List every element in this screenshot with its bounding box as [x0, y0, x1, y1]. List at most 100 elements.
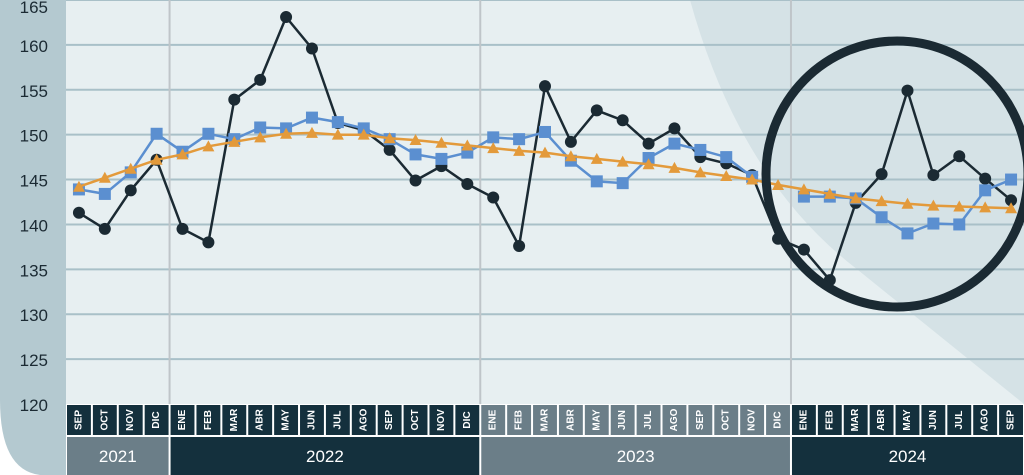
data-point-square: [979, 184, 992, 197]
month-cell: [921, 405, 946, 435]
month-cell: [869, 405, 894, 435]
data-point-square: [901, 227, 914, 240]
data-point-triangle: [953, 200, 966, 212]
data-point-triangle: [616, 155, 629, 167]
data-point-circle: [228, 93, 241, 106]
month-cell: [533, 405, 557, 435]
data-point-square: [357, 122, 370, 135]
x-tick-label: ENE: [177, 409, 188, 430]
month-cell: [67, 405, 91, 435]
year-cell: [170, 437, 480, 475]
data-point-square: [305, 111, 318, 124]
month-cell: [714, 405, 739, 435]
data-point-circle: [590, 104, 603, 117]
month-cell: [429, 405, 454, 435]
data-point-triangle: [280, 127, 293, 139]
x-tick-label: MAR: [850, 408, 861, 432]
x-tick-label: OCT: [410, 409, 421, 430]
x-tick-label: FEB: [824, 410, 835, 430]
data-point-circle: [927, 169, 940, 182]
month-cell: [584, 405, 609, 435]
month-cell: [817, 405, 842, 435]
x-tick-label: DIC: [151, 411, 162, 428]
month-cell: [377, 405, 402, 435]
left-panel: [0, 0, 66, 475]
data-point-square: [513, 133, 526, 146]
x-tick-label: SEP: [1006, 410, 1017, 430]
data-point-triangle: [487, 142, 500, 154]
x-tick-label: AGO: [669, 408, 680, 431]
data-point-triangle: [564, 150, 577, 162]
year-label: 2023: [617, 447, 655, 466]
x-tick-label: DIC: [773, 411, 784, 428]
month-cell: [300, 405, 324, 435]
month-cell: [610, 405, 635, 435]
x-tick-label: AGO: [980, 408, 991, 431]
data-point-triangle: [72, 180, 85, 192]
x-tick-label: MAY: [281, 409, 292, 431]
data-point-triangle: [513, 144, 526, 156]
month-cell: [999, 405, 1023, 435]
data-point-square: [694, 143, 707, 156]
data-point-triangle: [331, 128, 344, 140]
y-tick-label: 160: [20, 37, 48, 56]
data-point-triangle: [823, 187, 836, 199]
data-point-square: [254, 121, 267, 134]
data-point-circle: [901, 84, 914, 97]
x-tick-label: ABR: [876, 408, 887, 430]
x-tick-label: DIC: [462, 411, 473, 428]
data-point-circle: [1005, 194, 1018, 207]
data-point-square: [409, 148, 422, 161]
data-point-square: [435, 152, 448, 165]
data-point-circle: [487, 191, 500, 204]
x-tick-label: NOV: [436, 409, 447, 431]
data-point-circle: [642, 137, 655, 150]
data-point-circle: [513, 239, 526, 252]
data-point-square: [927, 217, 940, 230]
month-cell: [481, 405, 506, 435]
month-cell: [144, 405, 169, 435]
month-cell: [325, 405, 350, 435]
data-point-triangle: [642, 158, 655, 170]
data-point-triangle: [746, 173, 759, 185]
data-point-triangle: [202, 140, 215, 152]
data-point-triangle: [1005, 202, 1018, 214]
month-cell: [766, 405, 790, 435]
data-point-triangle: [305, 126, 318, 138]
data-point-circle: [953, 150, 966, 163]
x-tick-label: MAY: [902, 409, 913, 431]
year-label: 2021: [99, 447, 137, 466]
x-tick-label: MAR: [229, 408, 240, 432]
data-point-triangle: [901, 197, 914, 209]
data-point-triangle: [720, 169, 733, 181]
x-tick-label: JUN: [617, 410, 628, 430]
x-tick-label: ENE: [488, 409, 499, 430]
month-cell: [662, 405, 687, 435]
month-cell: [636, 405, 661, 435]
month-cell: [740, 405, 765, 435]
data-point-triangle: [357, 128, 370, 140]
x-tick-label: FEB: [203, 410, 214, 430]
x-tick-label: JUL: [954, 411, 965, 430]
data-point-triangle: [797, 183, 810, 195]
x-tick-label: MAY: [591, 409, 602, 431]
data-point-circle: [875, 168, 888, 181]
x-tick-label: OCT: [99, 409, 110, 430]
y-tick-label: 130: [20, 306, 48, 325]
y-tick-label: 140: [20, 216, 48, 235]
month-cell: [791, 405, 816, 435]
data-point-square: [875, 211, 888, 224]
month-cell: [118, 405, 143, 435]
data-point-triangle: [461, 139, 474, 151]
data-point-triangle: [409, 134, 422, 146]
highlight-circle: [761, 36, 1024, 312]
x-tick-label: FEB: [514, 410, 525, 430]
data-point-circle: [98, 222, 111, 235]
data-point-circle: [305, 42, 318, 55]
x-tick-label: AGO: [358, 408, 369, 431]
data-point-circle: [176, 222, 189, 235]
year-label: 2024: [889, 447, 927, 466]
data-point-square: [98, 187, 111, 200]
data-point-triangle: [124, 162, 137, 174]
